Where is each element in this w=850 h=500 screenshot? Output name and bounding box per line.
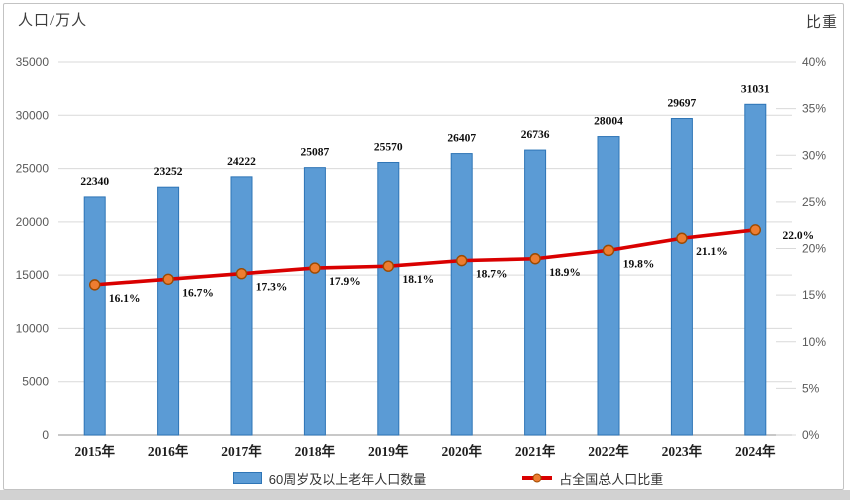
percent-label: 16.1% (109, 293, 141, 305)
legend-label: 60周岁及以上老年人口数量 (268, 471, 427, 487)
line-marker (602, 244, 615, 257)
line-marker (235, 267, 248, 280)
bar-value-label: 25087 (301, 147, 330, 159)
x-axis-year-label: 2018年 (295, 443, 336, 459)
bar (157, 186, 180, 436)
x-axis-year-label: 2019年 (368, 443, 409, 459)
percent-label: 16.7% (182, 287, 214, 299)
bar (670, 118, 693, 436)
x-axis-year-label: 2017年 (221, 443, 262, 459)
left-axis-tick-label: 10000 (16, 321, 50, 335)
right-axis-tick-label: 30% (802, 148, 826, 162)
legend-label: 占全国总人口比重 (559, 471, 664, 487)
right-axis-tick-label: 35% (802, 102, 826, 116)
bar-value-label: 26407 (447, 133, 476, 145)
bar (230, 176, 253, 436)
line-marker (749, 224, 761, 236)
bar-value-label: 24222 (227, 156, 256, 168)
left-axis-tick-label: 15000 (16, 268, 50, 282)
bar (83, 196, 106, 436)
bar-value-label: 26736 (521, 129, 550, 141)
bar (744, 103, 767, 436)
bar (450, 153, 473, 436)
left-axis-tick-label: 20000 (16, 215, 50, 229)
bar-value-label: 25570 (374, 141, 403, 153)
legend-item-population-bars: 60周岁及以上老年人口数量 (232, 469, 427, 488)
bar-value-label: 28004 (594, 116, 623, 128)
bar (377, 161, 400, 436)
left-axis-tick-label: 30000 (16, 108, 50, 122)
bar-value-label: 29697 (668, 98, 697, 110)
left-axis-tick-label: 25000 (16, 162, 50, 176)
line-series-swatch (522, 473, 553, 483)
page-background-strip (0, 490, 850, 500)
line-series-marker-icon (532, 473, 542, 483)
percent-label: 17.3% (256, 282, 288, 294)
line-marker (676, 232, 688, 244)
percent-label: 18.7% (476, 269, 508, 281)
right-axis-tick-label: 40% (802, 55, 826, 69)
percent-label: 22.0% (782, 230, 814, 242)
right-axis-tick-label: 15% (802, 288, 826, 302)
x-axis-year-label: 2022年 (588, 443, 629, 459)
bar-value-label: 23252 (154, 166, 183, 178)
line-marker (88, 279, 101, 291)
chart-legend: 60周岁及以上老年人口数量 占全国总人口比重 (0, 467, 850, 489)
chart-canvas: 0 5000 10000 15000 20000 25000 30000 35000 0% 5% 1… (16, 55, 827, 459)
left-axis-tick-label: 35000 (16, 55, 50, 69)
right-axis-title: 比重 (805, 15, 838, 31)
legend-item-ratio-line: 占全国总人口比重 (522, 469, 663, 488)
line-marker (162, 273, 174, 285)
bar (524, 149, 547, 436)
right-axis-tick-label: 20% (802, 242, 826, 256)
right-axis-tick-label: 25% (802, 195, 826, 209)
bar (597, 136, 620, 436)
x-axis-year-label: 2015年 (74, 443, 115, 459)
bar-value-label: 22340 (80, 176, 109, 188)
percent-label: 18.1% (402, 274, 434, 286)
x-axis-year-label: 2021年 (515, 443, 556, 459)
percent-label: 21.1% (696, 246, 728, 258)
left-axis-tick-label: 0 (42, 428, 49, 442)
line-marker (309, 262, 321, 274)
right-axis-tick-label: 5% (802, 381, 820, 395)
chart-frame (3, 3, 844, 490)
line-marker (382, 260, 394, 272)
left-axis-tick-label: 5000 (22, 375, 49, 389)
bar-series-swatch (232, 472, 262, 484)
percent-label: 19.8% (623, 258, 655, 270)
trend-line (92, 228, 758, 287)
x-axis-year-label: 2020年 (441, 443, 482, 459)
left-axis-title: 人口/万人 (18, 13, 88, 29)
percent-label: 18.9% (549, 267, 581, 279)
x-axis-year-label: 2023年 (662, 443, 703, 459)
percent-label: 17.9% (329, 276, 361, 288)
right-axis-tick-label: 10% (802, 335, 826, 349)
bar-value-label: 31031 (741, 83, 770, 95)
right-axis-tick-label: 0% (802, 428, 820, 442)
line-marker (529, 253, 541, 265)
line-marker (456, 254, 468, 267)
bar (303, 167, 326, 436)
x-axis-year-label: 2024年 (735, 443, 776, 459)
x-axis-year-label: 2016年 (148, 443, 189, 459)
